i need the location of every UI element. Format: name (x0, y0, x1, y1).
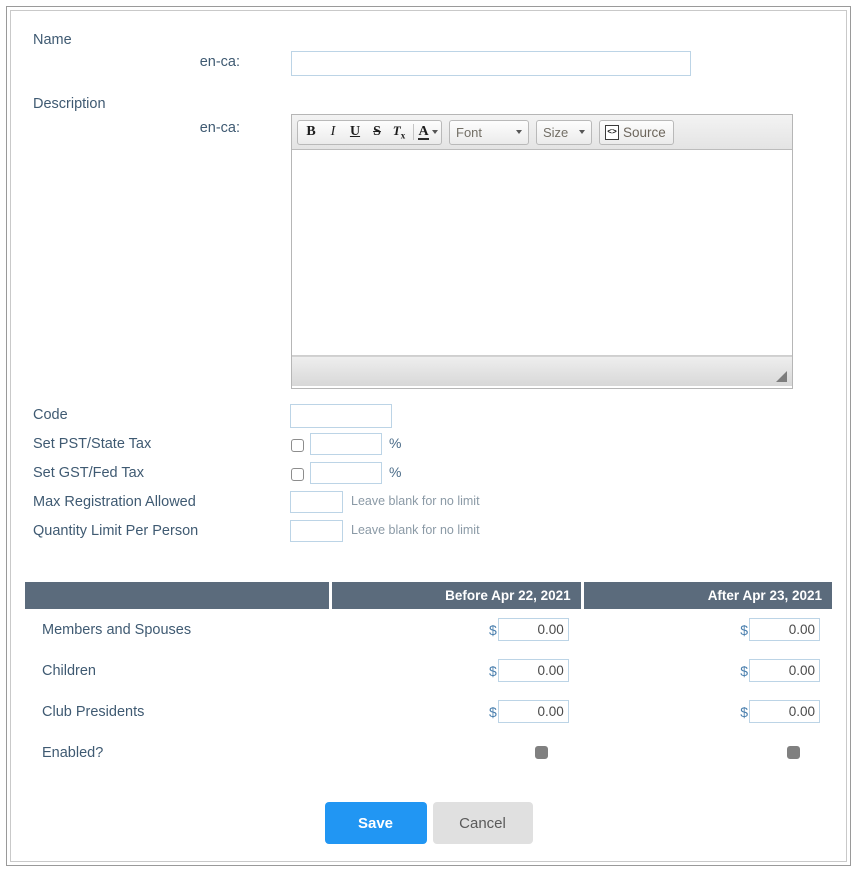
form-actions: Save Cancel (25, 802, 832, 844)
gst-percent-symbol: % (389, 464, 402, 480)
price-input-after[interactable] (748, 618, 820, 641)
name-input[interactable] (291, 51, 691, 76)
underline-icon[interactable]: U (349, 124, 361, 139)
currency-symbol: $ (740, 662, 748, 679)
table-row: Club Presidents $ $ (25, 691, 832, 732)
max-registration-input[interactable] (290, 491, 343, 513)
code-input[interactable] (290, 404, 392, 428)
currency-symbol: $ (740, 703, 748, 720)
table-row: Members and Spouses $ $ (25, 609, 832, 650)
italic-icon[interactable]: I (330, 124, 336, 139)
settings-section: Code Set PST/State Tax % Set GST/Fed Tax… (25, 404, 832, 554)
font-family-dropdown[interactable]: Font (449, 119, 529, 145)
source-button[interactable]: <> Source (599, 119, 674, 145)
price-input-after[interactable] (748, 659, 820, 682)
quantity-limit-label: Quantity Limit Per Person (33, 523, 199, 539)
currency-symbol: $ (740, 621, 748, 638)
currency-symbol: $ (488, 662, 497, 679)
rich-text-editor: B I U S Tx A Font Size <> (291, 114, 793, 389)
form-panel: Name en-ca: Description en-ca: B I U S T… (10, 10, 847, 862)
remove-format-icon[interactable]: Tx (392, 123, 406, 141)
chevron-down-icon (431, 130, 438, 134)
gst-tax-checkbox[interactable] (291, 468, 304, 481)
name-field-group: Name en-ca: (25, 27, 832, 93)
description-lang-label: en-ca: (199, 120, 240, 136)
gst-tax-row: Set GST/Fed Tax % (25, 462, 832, 491)
text-color-icon[interactable]: A (417, 122, 439, 143)
chevron-down-icon (579, 130, 585, 134)
pst-tax-label: Set PST/State Tax (33, 436, 152, 452)
description-label: Description (33, 96, 106, 112)
editor-footer (292, 356, 792, 386)
table-row: Children $ $ (25, 650, 832, 691)
quantity-limit-hint: Leave blank for no limit (351, 523, 480, 537)
gst-tax-label: Set GST/Fed Tax (33, 465, 144, 481)
row-label: Children (42, 662, 96, 679)
gst-tax-input[interactable] (310, 462, 382, 484)
header-cell-after: After Apr 23, 2021 (583, 582, 832, 609)
price-input-before[interactable] (497, 659, 569, 682)
description-field-group: Description en-ca: B I U S Tx A Font (25, 93, 832, 398)
price-cell-before: $ (329, 618, 580, 641)
pst-percent-symbol: % (389, 435, 402, 451)
price-cell-before: $ (329, 659, 580, 682)
enabled-cell-after (580, 746, 832, 759)
editor-toolbar: B I U S Tx A Font Size <> (292, 115, 792, 150)
strikethrough-icon[interactable]: S (373, 124, 381, 139)
row-label: Members and Spouses (42, 621, 192, 638)
source-button-label: Source (623, 124, 666, 140)
bold-icon[interactable]: B (306, 124, 316, 139)
row-label: Club Presidents (42, 703, 145, 720)
font-dropdown-label: Font (456, 124, 483, 140)
price-input-before[interactable] (497, 700, 569, 723)
toolbar-divider (413, 124, 414, 140)
name-lang-label: en-ca: (199, 54, 240, 70)
header-cell-blank (25, 582, 330, 609)
price-input-before[interactable] (497, 618, 569, 641)
code-row: Code (25, 404, 832, 433)
enabled-checkbox-after[interactable] (787, 746, 800, 759)
currency-symbol: $ (488, 621, 497, 638)
save-button[interactable]: Save (324, 802, 427, 844)
code-label: Code (33, 407, 68, 423)
quantity-limit-input[interactable] (290, 520, 343, 542)
currency-symbol: $ (488, 703, 497, 720)
pst-tax-row: Set PST/State Tax % (25, 433, 832, 462)
cancel-button[interactable]: Cancel (432, 802, 533, 844)
price-cell-before: $ (329, 700, 580, 723)
resize-handle-icon[interactable] (776, 371, 787, 382)
text-format-group: B I U S Tx A (297, 119, 442, 145)
table-row: Enabled? (25, 732, 832, 773)
quantity-limit-row: Quantity Limit Per Person Leave blank fo… (25, 520, 832, 549)
enabled-checkbox-before[interactable] (535, 746, 549, 759)
outer-frame: Name en-ca: Description en-ca: B I U S T… (6, 6, 851, 866)
pst-tax-input[interactable] (310, 433, 382, 455)
price-cell-after: $ (581, 659, 832, 682)
price-cell-after: $ (581, 618, 832, 641)
price-table: Before Apr 22, 2021 After Apr 23, 2021 M… (25, 582, 832, 773)
font-size-dropdown[interactable]: Size (536, 119, 592, 145)
source-code-icon: <> (605, 124, 619, 140)
max-registration-hint: Leave blank for no limit (351, 494, 480, 508)
name-label: Name (33, 32, 72, 48)
max-registration-row: Max Registration Allowed Leave blank for… (25, 491, 832, 520)
row-label: Enabled? (42, 744, 104, 761)
pst-tax-checkbox[interactable] (291, 439, 304, 452)
header-cell-before: Before Apr 22, 2021 (332, 582, 581, 609)
editor-content-area[interactable] (292, 150, 792, 356)
chevron-down-icon (516, 130, 522, 134)
size-dropdown-label: Size (543, 124, 569, 140)
price-input-after[interactable] (748, 700, 820, 723)
max-registration-label: Max Registration Allowed (33, 494, 196, 510)
price-cell-after: $ (581, 700, 832, 723)
enabled-cell-before (329, 746, 581, 759)
price-table-header: Before Apr 22, 2021 After Apr 23, 2021 (25, 582, 832, 609)
